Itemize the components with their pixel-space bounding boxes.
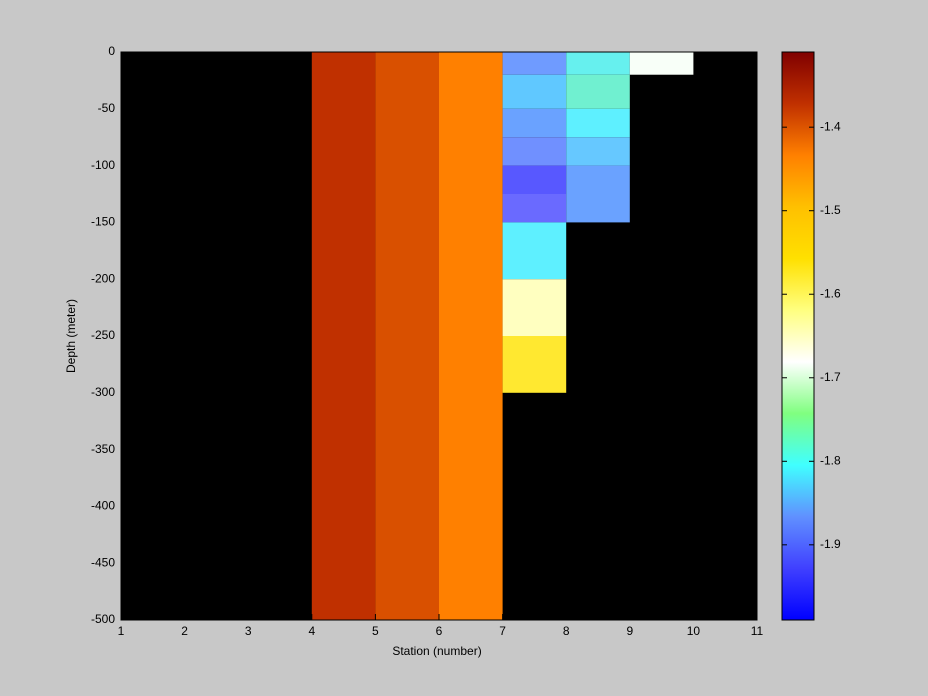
heatmap-cell	[502, 165, 567, 194]
colorbar-tick-label: -1.9	[820, 537, 841, 551]
heatmap-cell	[502, 74, 567, 109]
colorbar	[781, 51, 815, 621]
y-tick-label: -350	[91, 442, 115, 456]
x-tick-label: 8	[563, 624, 570, 638]
colorbar-tick-label: -1.4	[820, 119, 841, 133]
y-tick-label: -150	[91, 215, 115, 229]
x-tick-label: 4	[308, 624, 315, 638]
heatmap-cell	[566, 137, 630, 166]
y-tick-label: -300	[91, 385, 115, 399]
heatmap-cell	[566, 74, 630, 109]
x-tick-label: 2	[181, 624, 188, 638]
heatmap-cell	[502, 52, 567, 75]
y-tick-label: 0	[108, 44, 115, 58]
x-tick-label: 11	[751, 624, 764, 638]
x-tick-label: 3	[245, 624, 252, 638]
x-tick-label: 1	[118, 624, 125, 638]
heatmap-cell	[502, 336, 567, 393]
x-tick-label: 6	[436, 624, 443, 638]
y-axis-label: Depth (meter)	[64, 299, 78, 373]
heatmap-cell	[566, 108, 630, 138]
y-tick-label: -50	[98, 101, 116, 115]
x-tick-label: 9	[626, 624, 633, 638]
x-axis-label: Station (number)	[392, 644, 481, 658]
colorbar-tick-label: -1.7	[820, 370, 841, 384]
heatmap-cell	[439, 52, 503, 620]
heatmap-cell	[566, 52, 630, 75]
y-tick-label: -200	[91, 271, 115, 285]
y-tick-label: -500	[91, 612, 115, 626]
heatmap-cell	[502, 108, 567, 138]
heatmap-cell	[502, 194, 567, 223]
colorbar-tick-label: -1.6	[820, 286, 841, 300]
heatmap-cell	[502, 279, 567, 336]
colorbar-tick-label: -1.8	[820, 453, 841, 467]
x-tick-label: 10	[687, 624, 701, 638]
heatmap-cell	[311, 52, 376, 620]
heatmap-cell	[566, 165, 630, 223]
x-tick-label: 7	[499, 624, 506, 638]
heatmap-cell	[375, 52, 439, 620]
y-tick-label: -250	[91, 328, 115, 342]
heatmap-cell	[502, 137, 567, 166]
y-tick-label: -100	[91, 158, 115, 172]
heatmap-cell	[502, 222, 567, 280]
y-tick-label: -450	[91, 555, 115, 569]
x-tick-label: 5	[372, 624, 379, 638]
y-tick-label: -400	[91, 499, 115, 513]
heatmap-cell	[629, 52, 694, 75]
plot-frame	[120, 51, 758, 621]
colorbar-tick-label: -1.5	[820, 203, 841, 217]
